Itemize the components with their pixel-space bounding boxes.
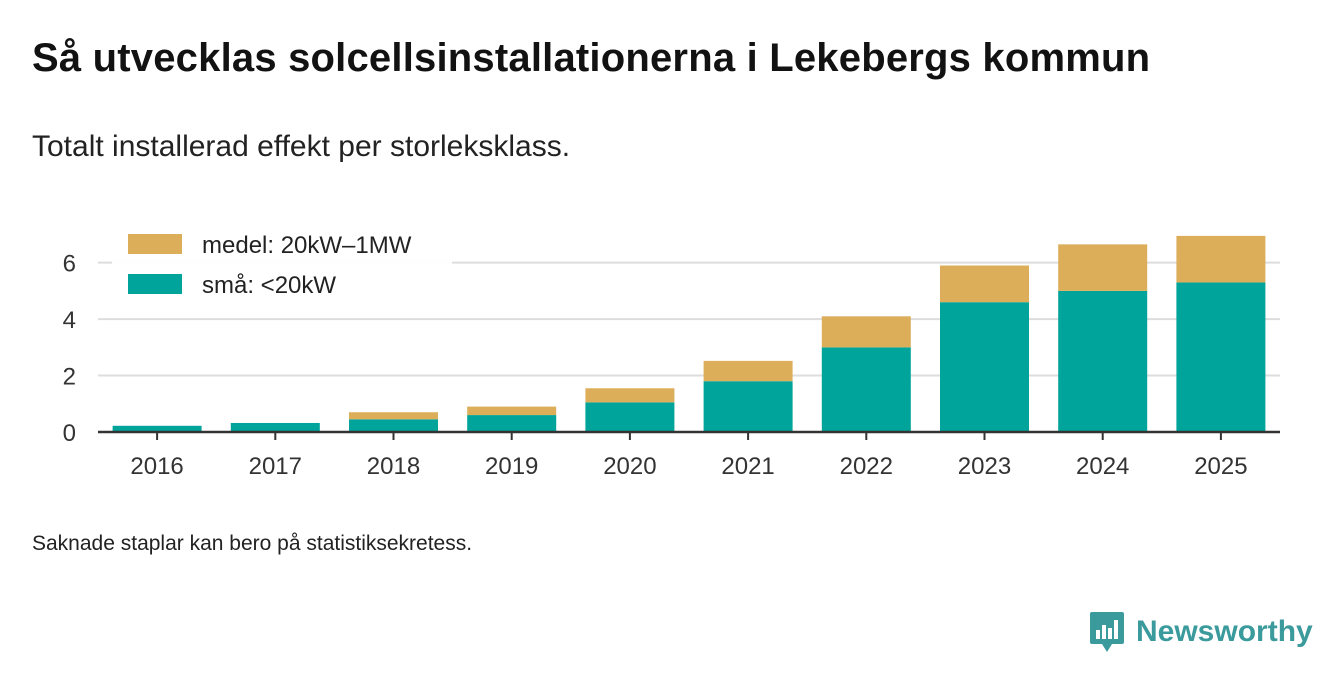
bar-segment: [703, 381, 793, 432]
x-tick-label: 2020: [603, 453, 656, 480]
brand[interactable]: Newsworthy: [1088, 610, 1313, 654]
bar-segment: [1058, 244, 1148, 291]
stacked-bar-chart: 0 2 4 6 2016 2017 2018 2019 2020 2021 2022 2023 2024…: [62, 232, 1280, 480]
bar-segment: [230, 422, 320, 432]
x-tick-label: 2023: [958, 453, 1011, 480]
newsworthy-logo-icon: [1090, 612, 1124, 652]
chart-title: Så utvecklas solcellsinstallationerna i …: [32, 36, 1151, 80]
x-tick-label: 2019: [485, 453, 538, 480]
x-tick-label: 2024: [1076, 453, 1129, 480]
bar-segment: [349, 419, 438, 432]
x-tick-label: 2022: [840, 453, 893, 480]
bar-segment: [703, 360, 793, 382]
bar-segment: [585, 388, 675, 403]
legend-swatch: [128, 234, 182, 254]
y-tick-label: 0: [63, 420, 76, 447]
bar-segment: [467, 406, 557, 416]
x-tick-label: 2016: [130, 453, 183, 480]
bar-segment: [1176, 235, 1266, 283]
footnote: Saknade staplar kan bero på statistiksek…: [32, 532, 473, 555]
bar-segment: [467, 415, 557, 432]
y-tick-label: 2: [63, 364, 76, 391]
x-tick-label: 2017: [249, 453, 302, 480]
brand-name: Newsworthy: [1136, 615, 1313, 648]
y-tick-label: 4: [63, 307, 76, 334]
legend-label: medel: 20kW–1MW: [202, 232, 412, 259]
chart-subtitle: Totalt installerad effekt per storlekskl…: [32, 130, 571, 163]
bar-segment: [1058, 290, 1148, 432]
bar-segment: [349, 412, 438, 420]
bar-segment: [940, 302, 1029, 432]
bar-segment: [940, 265, 1029, 303]
x-tick-label: 2018: [367, 453, 420, 480]
x-tick-label: 2021: [721, 453, 774, 480]
bar-segment: [821, 347, 911, 432]
legend-label: små: <20kW: [202, 272, 336, 299]
bar-segment: [1176, 282, 1266, 432]
bar-segment: [585, 402, 675, 432]
bar-segment: [112, 425, 202, 432]
x-tick-label: 2025: [1194, 453, 1247, 480]
y-tick-label: 6: [63, 251, 76, 278]
legend-swatch: [128, 274, 182, 294]
bar-segment: [821, 316, 911, 348]
